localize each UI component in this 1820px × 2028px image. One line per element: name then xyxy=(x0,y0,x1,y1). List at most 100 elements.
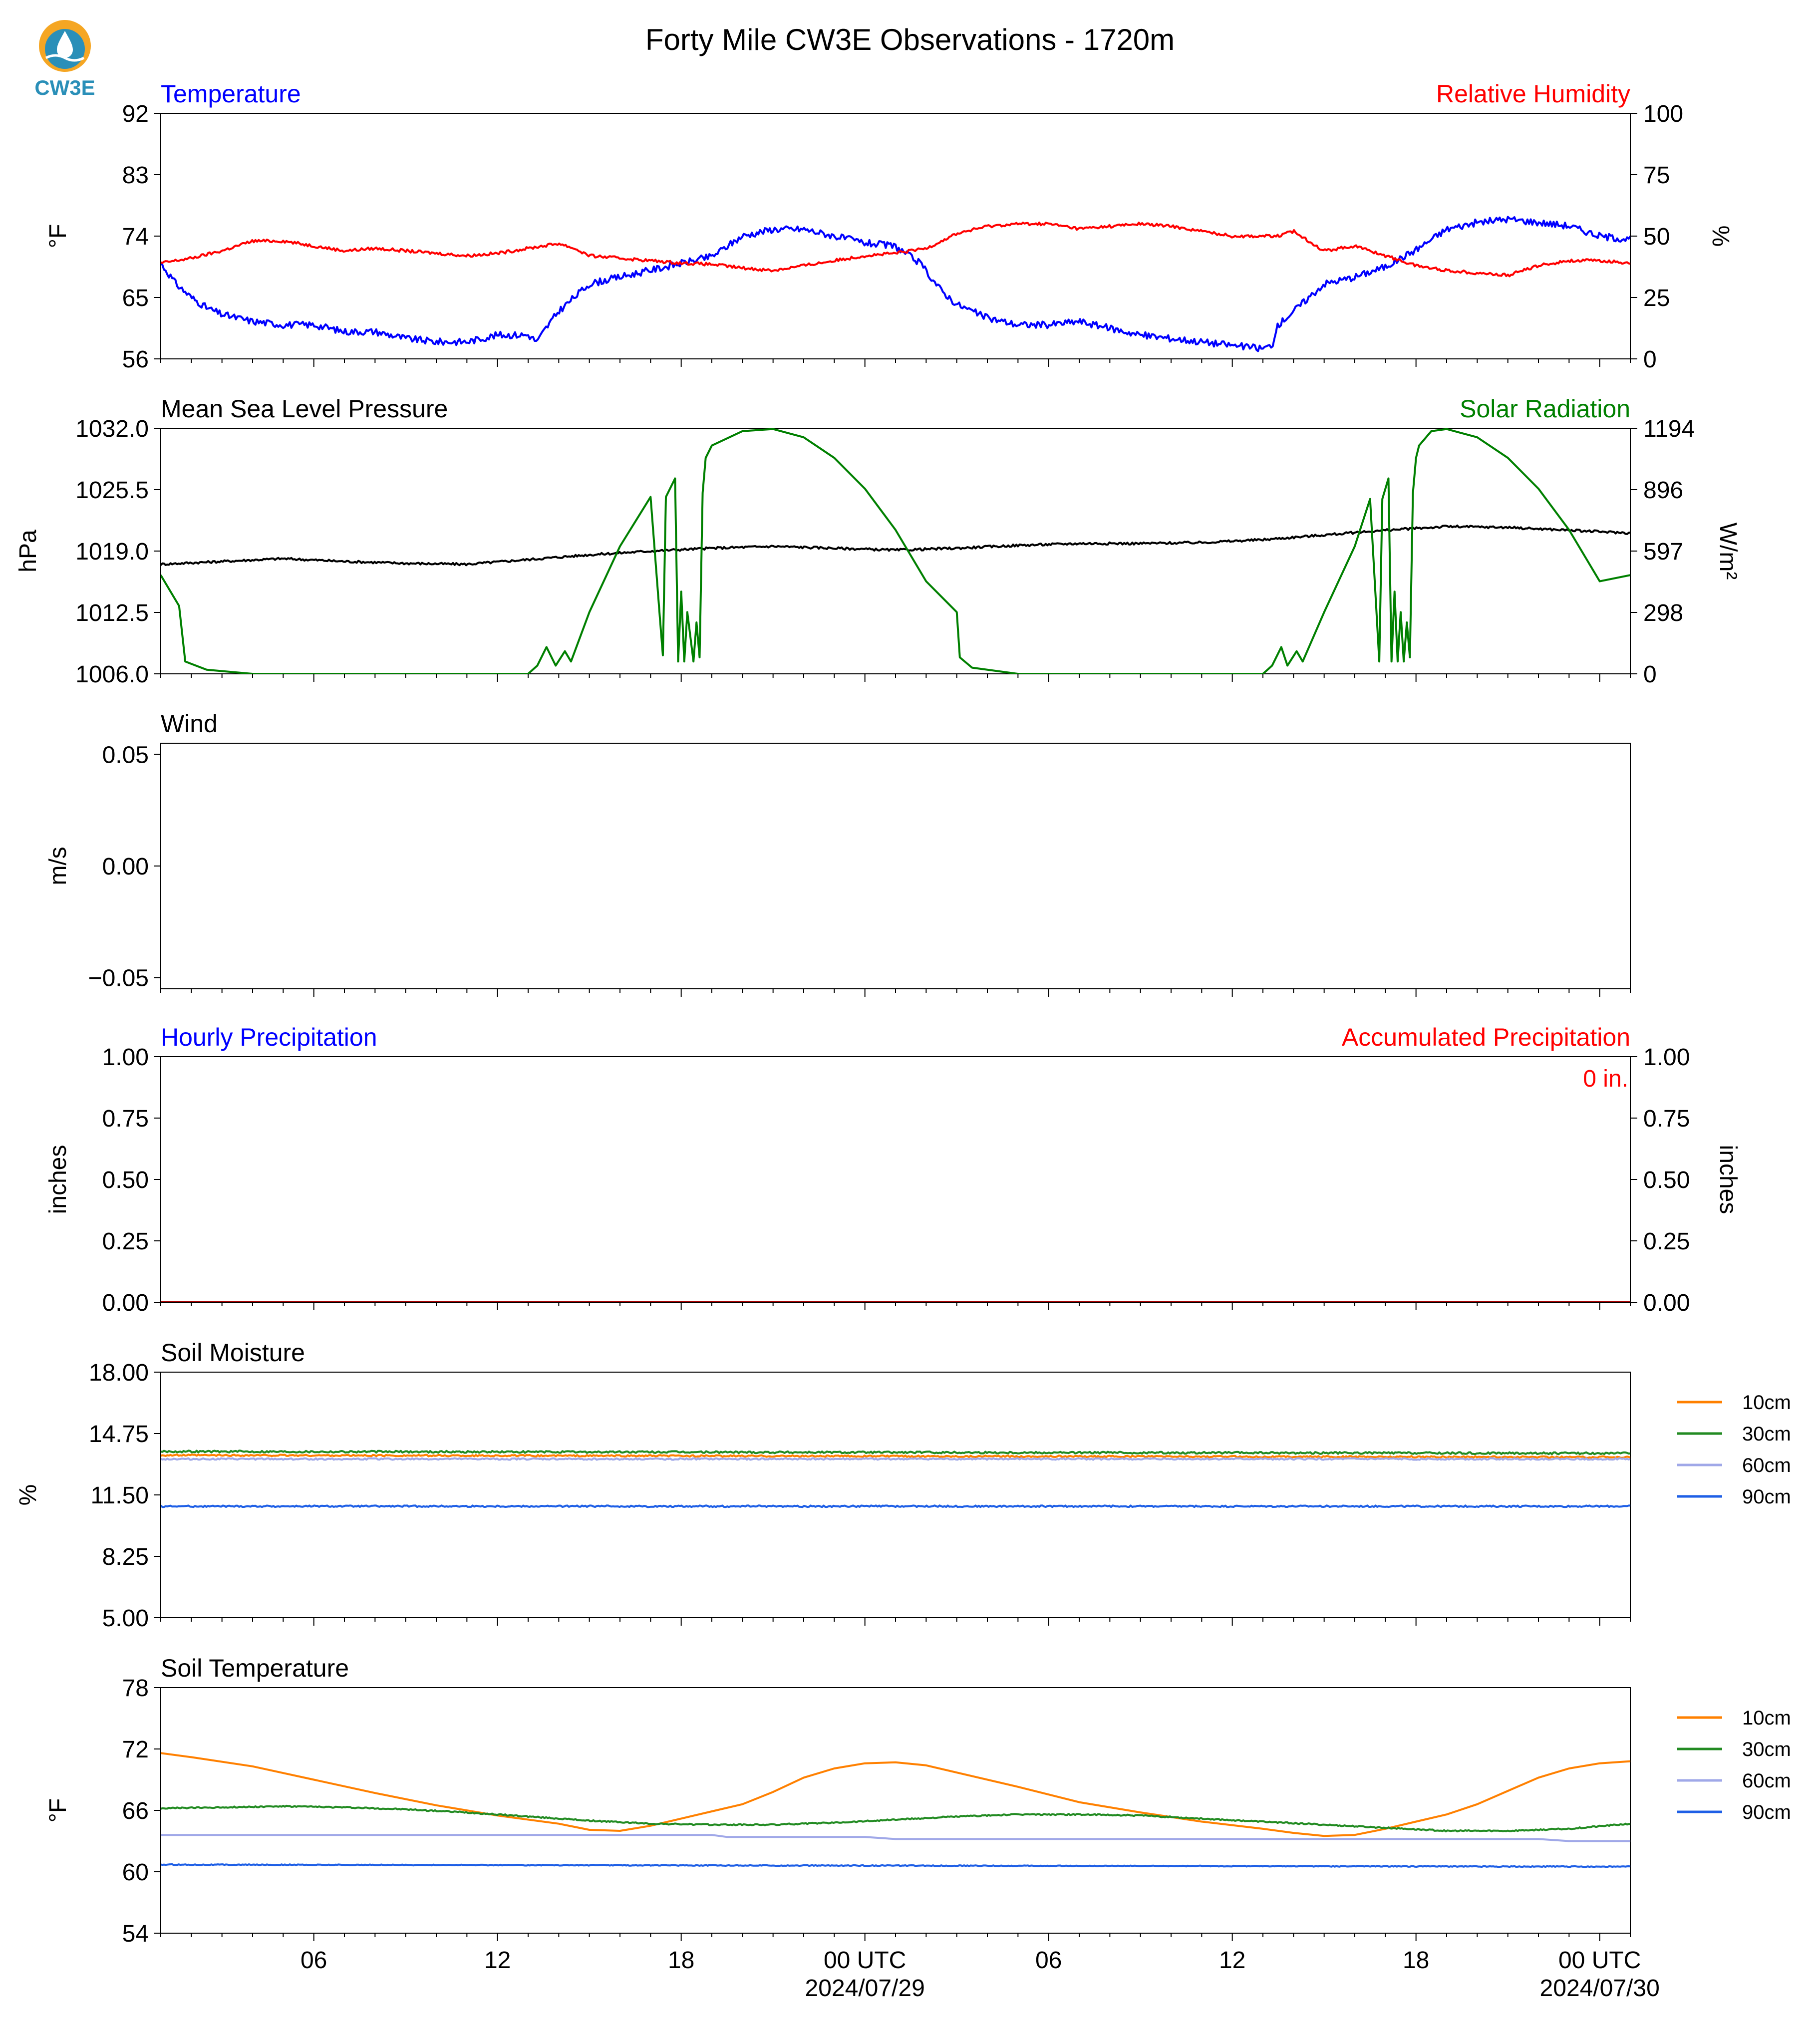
y-tick-label: 0.50 xyxy=(102,1167,149,1193)
series-line-left-0 xyxy=(161,524,1630,567)
y-axis-label: °F xyxy=(45,1798,71,1823)
y-right-axis-label: inches xyxy=(1715,1145,1741,1214)
y-right-tick-label: 1194 xyxy=(1643,416,1695,442)
plot-frame xyxy=(160,743,1631,989)
y-tick-label: 8.25 xyxy=(102,1544,149,1570)
panel-title-right: Relative Humidity xyxy=(1436,80,1630,108)
y-tick-label: −0.05 xyxy=(88,965,149,992)
series-line-90cm xyxy=(161,1863,1630,1868)
y-axis-label: m/s xyxy=(45,847,71,885)
y-tick-label: 1.00 xyxy=(102,1044,149,1071)
x-tick-label: 12 xyxy=(484,1947,511,1974)
y-tick-label: 0.00 xyxy=(102,1290,149,1316)
logo-text: CW3E xyxy=(34,76,95,99)
figure-title: Forty Mile CW3E Observations - 1720m xyxy=(645,23,1175,56)
y-right-tick-label: 0.50 xyxy=(1643,1167,1690,1193)
cw3e-logo: CW3E xyxy=(34,20,95,99)
y-right-axis-label: W/m² xyxy=(1715,523,1741,580)
y-tick-label: 5.00 xyxy=(102,1605,149,1632)
y-tick-label: 92 xyxy=(122,101,149,127)
legend-label: 90cm xyxy=(1742,1486,1791,1508)
x-tick-label: 06 xyxy=(301,1947,327,1974)
panel-temp_rh: Temperature Relative Humidity 92 83 74 65 56 10… xyxy=(45,80,1734,373)
series-line-10cm xyxy=(161,1453,1630,1459)
legend-label: 60cm xyxy=(1742,1770,1791,1792)
legend-label: 30cm xyxy=(1742,1423,1791,1445)
series-line-90cm xyxy=(161,1504,1630,1508)
legend-label: 60cm xyxy=(1742,1454,1791,1476)
y-tick-label: 0.00 xyxy=(102,854,149,880)
y-right-tick-label: 0 xyxy=(1643,661,1657,688)
y-right-tick-label: 0.00 xyxy=(1643,1290,1690,1316)
y-tick-label: 14.75 xyxy=(89,1421,149,1448)
y-right-tick-label: 0.25 xyxy=(1643,1228,1690,1255)
y-right-tick-label: 75 xyxy=(1643,162,1670,189)
series-line-60cm xyxy=(161,1834,1630,1842)
y-right-tick-label: 50 xyxy=(1643,224,1670,250)
y-tick-label: 83 xyxy=(122,162,149,189)
y-axis-label: inches xyxy=(45,1145,71,1214)
y-tick-label: 1019.0 xyxy=(75,539,149,565)
y-tick-label: 56 xyxy=(122,346,149,373)
legend-label: 10cm xyxy=(1742,1392,1791,1414)
legend-label: 30cm xyxy=(1742,1738,1791,1760)
panel-soil_temperature: Soil Temperature 78 72 66 60 54 °F 06 12 18 00 UTC… xyxy=(45,1654,1791,2002)
plot-frame xyxy=(160,1687,1631,1934)
panel-title-right: Accumulated Precipitation xyxy=(1342,1023,1630,1051)
series-line-right-1 xyxy=(161,221,1630,278)
panel-title-left: Soil Moisture xyxy=(161,1339,305,1367)
y-tick-label: 0.05 xyxy=(102,742,149,768)
panel-precip: Hourly Precipitation Accumulated Precipit… xyxy=(45,1023,1741,1316)
logo-drop-icon xyxy=(57,31,73,58)
y-tick-label: 11.50 xyxy=(90,1482,149,1509)
plot-frame xyxy=(160,113,1631,359)
panel-title-right: Solar Radiation xyxy=(1460,395,1630,423)
y-tick-label: 72 xyxy=(122,1737,149,1763)
x-tick-label: 12 xyxy=(1219,1947,1245,1974)
x-tick-label: 00 UTC xyxy=(1558,1947,1641,1974)
x-tick-label: 00 UTC xyxy=(824,1947,906,1974)
panel-title-left: Temperature xyxy=(161,80,301,108)
y-right-tick-label: 1.00 xyxy=(1643,1044,1690,1071)
series-line-30cm xyxy=(161,1804,1630,1833)
y-right-tick-label: 0 xyxy=(1643,346,1657,373)
plot-frame xyxy=(160,1056,1631,1303)
y-right-axis-label: % xyxy=(1707,226,1734,247)
y-right-tick-label: 597 xyxy=(1643,539,1683,565)
panel-soil_moisture: Soil Moisture 18.00 14.75 11.50 8.25 5.00% 10c… xyxy=(15,1339,1791,1632)
y-tick-label: 66 xyxy=(122,1798,149,1824)
panel-pressure_solar: Mean Sea Level Pressure Solar Radiation 10… xyxy=(15,395,1741,688)
y-right-tick-label: 0.75 xyxy=(1643,1106,1690,1132)
y-tick-label: 18.00 xyxy=(89,1360,149,1386)
y-right-tick-label: 25 xyxy=(1643,285,1670,311)
logo-wave-icon xyxy=(45,54,85,62)
series-line-10cm xyxy=(161,1752,1630,1837)
panel-title-left: Mean Sea Level Pressure xyxy=(161,395,448,423)
panel-wind: Wind 0.05 0.00 −0.05 m/s xyxy=(45,710,1631,997)
x-tick-label: 18 xyxy=(1403,1947,1429,1974)
y-tick-label: 1012.5 xyxy=(75,600,149,626)
x-date-label: 2024/07/29 xyxy=(805,1975,925,2002)
y-tick-label: 0.75 xyxy=(102,1106,149,1132)
y-axis-label: % xyxy=(15,1484,41,1506)
y-tick-label: 1032.0 xyxy=(75,416,149,442)
x-tick-label: 18 xyxy=(668,1947,694,1974)
x-tick-label: 06 xyxy=(1035,1947,1062,1974)
y-right-tick-label: 896 xyxy=(1643,477,1683,504)
y-axis-label: °F xyxy=(45,224,71,249)
series-line-30cm xyxy=(161,1449,1630,1455)
series-line-right-1 xyxy=(161,428,1630,674)
panel-title-left: Hourly Precipitation xyxy=(161,1023,377,1051)
panel-title-left: Wind xyxy=(161,710,218,738)
y-tick-label: 78 xyxy=(122,1675,149,1702)
y-tick-label: 1006.0 xyxy=(75,661,149,688)
y-axis-label: hPa xyxy=(15,530,41,573)
series-line-left-0 xyxy=(161,216,1630,352)
y-tick-label: 54 xyxy=(122,1921,149,1947)
plot-frame xyxy=(160,1372,1631,1618)
y-tick-label: 60 xyxy=(122,1859,149,1886)
chart-panels: Temperature Relative Humidity 92 83 74 65 56 10… xyxy=(15,80,1791,2002)
x-date-label: 2024/07/30 xyxy=(1540,1975,1660,2002)
y-tick-label: 0.25 xyxy=(102,1228,149,1255)
